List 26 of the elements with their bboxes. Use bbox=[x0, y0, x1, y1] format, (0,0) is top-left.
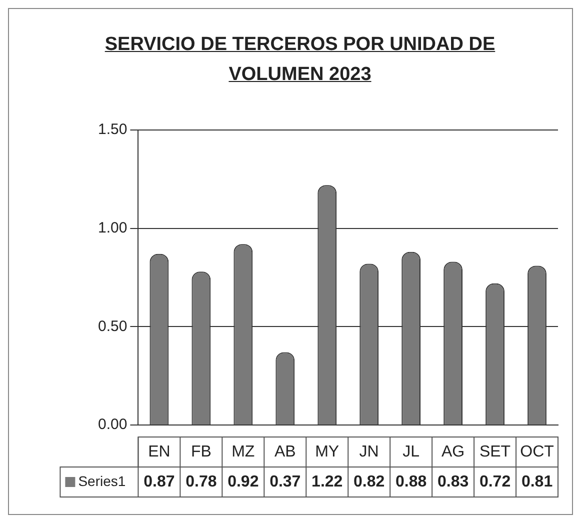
x-tick-label: JN bbox=[359, 443, 379, 460]
data-label: 0.37 bbox=[270, 473, 301, 490]
x-tick-label: FB bbox=[190, 443, 212, 460]
y-tick-label: 0.00 bbox=[98, 416, 128, 434]
x-tick-label: AG bbox=[441, 443, 465, 460]
data-label: 0.82 bbox=[354, 473, 385, 490]
x-tick-label: AB bbox=[274, 443, 296, 460]
data-label: 0.92 bbox=[228, 473, 259, 490]
data-label: 0.87 bbox=[144, 473, 175, 490]
x-tick-label: MY bbox=[315, 443, 340, 460]
y-tick-label: 0.50 bbox=[98, 318, 128, 335]
data-label: 0.72 bbox=[479, 473, 511, 490]
data-label: 0.88 bbox=[396, 473, 427, 490]
x-tick-label: SET bbox=[479, 443, 511, 460]
x-tick-label: OCT bbox=[520, 443, 554, 460]
legend-label: Series1 bbox=[78, 472, 126, 489]
data-label: 0.78 bbox=[186, 473, 217, 490]
data-label: 0.83 bbox=[437, 473, 469, 490]
data-label: 1.22 bbox=[312, 473, 343, 490]
x-tick-label: MZ bbox=[232, 443, 255, 460]
x-tick-label: EN bbox=[148, 443, 170, 460]
data-label: 0.81 bbox=[521, 473, 553, 490]
chart-title: SERVICIO DE TERCEROS POR UNIDAD DE VOLUMEN 2023 bbox=[104, 33, 496, 87]
y-tick-label: 1.00 bbox=[98, 219, 128, 236]
y-tick-label: 1.50 bbox=[98, 121, 128, 138]
x-tick-label: JL bbox=[402, 443, 420, 460]
